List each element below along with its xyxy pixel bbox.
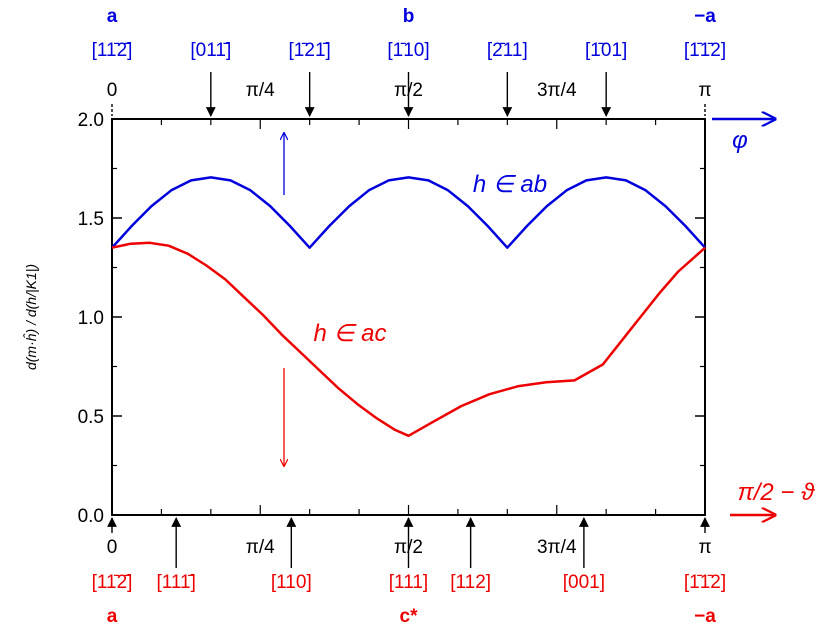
theta-axis-title: π/2 − ϑ (738, 479, 815, 506)
bottom-pi-label: 0 (107, 537, 118, 558)
bottom-pi-label: π (698, 537, 711, 558)
curve-label-ab: h ∈ ab (473, 171, 547, 198)
y-axis: 0.0 0.5 1.0 1.5 2.0 (78, 110, 705, 527)
top-direction-label: b (403, 6, 415, 27)
top-miller-label: [11̄2̄] (92, 40, 133, 61)
top-pi-label: 3π/4 (537, 80, 577, 101)
bottom-miller-label: [110] (271, 572, 312, 593)
curve-label-ac: h ∈ ac (314, 320, 387, 347)
bottom-miller-label: [11̄2̄] (92, 572, 133, 593)
top-pi-label: 0 (107, 80, 118, 101)
bottom-miller-label: [1̄1̄2] (684, 572, 726, 593)
top-direction-label: a (107, 6, 118, 27)
y-axis-label-text: d(m·ĥ) / d(h/|K1|) (22, 264, 39, 370)
bottom-miller-label: [111] (389, 572, 428, 593)
top-direction-label: −a (694, 6, 716, 27)
bottom-miller-label: [111̄] (156, 572, 195, 593)
bottom-miller-label: [112] (450, 572, 491, 593)
top-miller-label: [2̄11] (487, 40, 528, 61)
top-miller-label: [1̄10] (387, 40, 429, 61)
top-miller-label: [1̄21̄] (289, 40, 331, 61)
y-tick-label: 2.0 (78, 110, 104, 131)
series-line-ac (111, 241, 706, 438)
bottom-direction-label: −a (694, 606, 716, 627)
y-tick-label: 0.5 (78, 407, 104, 428)
bottom-direction-label: a (107, 606, 118, 627)
bottom-axis: 0 π/4 π/2 3π/4 πa c* −a[11̄2̄] [111̄] [110] [111]… (92, 505, 726, 627)
top-miller-label: [1̄01] (585, 40, 627, 61)
top-miller-label: [011̄] (190, 40, 231, 61)
top-miller-label: [1̄1̄2] (684, 40, 726, 61)
phi-axis-title: φ (732, 127, 748, 154)
series-line-ab (111, 176, 707, 249)
y-tick-label: 1.0 (78, 308, 104, 329)
bottom-direction-label: c* (400, 606, 419, 627)
bottom-pi-label: π/4 (246, 537, 275, 558)
top-pi-label: π/4 (246, 80, 275, 101)
bottom-pi-label: 3π/4 (537, 537, 577, 558)
bottom-miller-label: [001] (563, 572, 605, 593)
y-axis-label: d(m·ĥ) / d(h/|K1|) (22, 264, 39, 370)
y-tick-label: 1.5 (78, 209, 104, 230)
y-tick-label: 0.0 (78, 506, 104, 527)
top-pi-label: π (698, 80, 711, 101)
series-layer (111, 176, 707, 438)
top-axis: 0 π/4 π/2 3π/4 πa b −a[11̄2̄] [011̄] [1̄21̄] [1̄1… (92, 6, 726, 129)
